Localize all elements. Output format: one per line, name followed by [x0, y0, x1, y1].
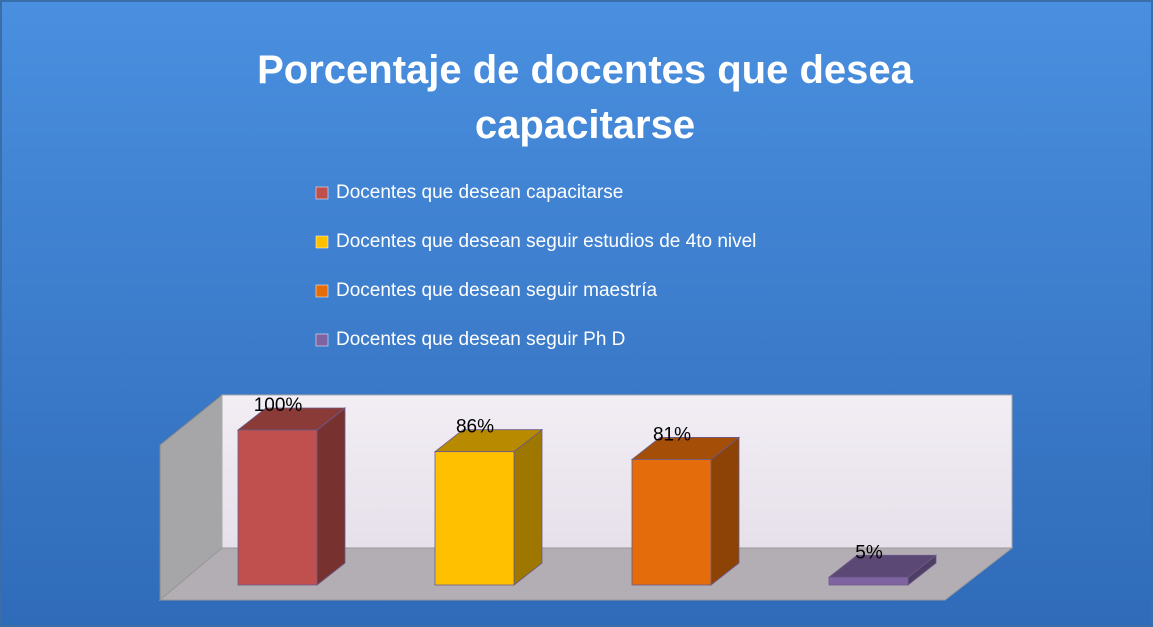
bar-side — [513, 428, 543, 586]
bar — [434, 451, 515, 586]
data-label: 86% — [456, 417, 494, 438]
chart-title: Porcentaje de docentes que desea capacita… — [257, 48, 914, 147]
bar-side — [316, 407, 346, 586]
floor — [158, 547, 1014, 601]
bar — [631, 459, 712, 586]
data-label: 5% — [855, 542, 883, 563]
bar — [828, 576, 909, 586]
legend-swatch — [315, 186, 329, 200]
data-label: 81% — [653, 424, 691, 445]
legend-label: Docentes que desean seguir Ph D — [336, 329, 625, 350]
legend-swatch — [315, 284, 329, 298]
legend-label: Docentes que desean seguir estudios de 4… — [336, 231, 756, 252]
legend-swatch — [315, 235, 329, 249]
legend-label: Docentes que desean capacitarse — [336, 182, 623, 203]
legend-label: Docentes que desean seguir maestría — [336, 280, 658, 301]
bar — [237, 429, 318, 586]
data-label: 100% — [254, 395, 303, 416]
bar-side — [710, 436, 740, 586]
legend-swatch — [315, 333, 329, 347]
